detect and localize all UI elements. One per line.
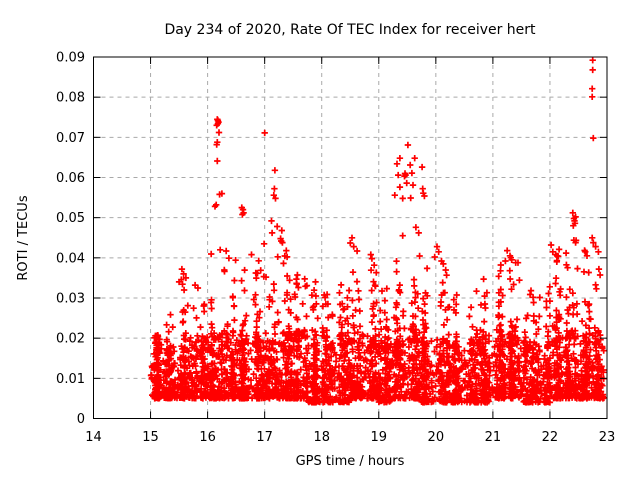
y-tick-label: 0.01: [56, 372, 85, 387]
x-tick-label: 20: [428, 430, 445, 445]
x-tick-label: 19: [371, 430, 388, 445]
y-tick-label: 0.05: [56, 211, 85, 226]
x-tick-label: 18: [313, 430, 330, 445]
x-tick-label: 17: [256, 430, 273, 445]
axis-tick-labels: 14 15 16 17 18 19 20 21 22 23 0 0.01 0.02 0.03 0.04 0.0…: [56, 51, 615, 446]
y-tick-label: 0.08: [56, 91, 85, 106]
plot-frame: [93, 56, 608, 419]
y-axis-label: ROTI / TECUs: [16, 195, 31, 280]
y-tick-label: 0.04: [56, 251, 85, 266]
data-points: [147, 57, 608, 406]
frame-rect: [93, 56, 608, 419]
x-tick-label: 21: [485, 430, 502, 445]
x-tick-label: 15: [142, 430, 159, 445]
x-tick-label: 16: [199, 430, 216, 445]
y-tick-label: 0.03: [56, 292, 85, 307]
y-tick-label: 0.06: [56, 171, 85, 186]
x-axis-label: GPS time / hours: [296, 454, 405, 469]
x-tick-label: 22: [542, 430, 559, 445]
y-tick-label: 0.02: [56, 332, 85, 347]
x-tick-label: 23: [599, 430, 616, 445]
y-tick-label: 0: [77, 412, 85, 427]
y-tick-label: 0.09: [56, 51, 85, 66]
y-tick-label: 0.07: [56, 131, 85, 146]
scatter-points-path: [147, 57, 608, 406]
x-tick-label: 14: [85, 430, 102, 445]
axis-ticks: [93, 56, 608, 419]
chart-title: Day 234 of 2020, Rate Of TEC Index for r…: [164, 22, 536, 38]
